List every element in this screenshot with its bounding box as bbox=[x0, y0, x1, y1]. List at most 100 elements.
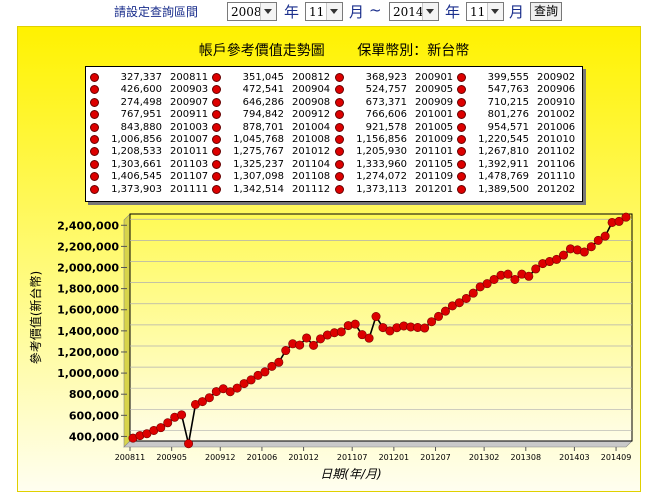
data-point bbox=[371, 312, 381, 322]
legend-value: 1,307,098 bbox=[233, 171, 284, 183]
legend-value: 1,006,856 bbox=[111, 134, 162, 145]
legend-value: 524,757 bbox=[365, 84, 407, 96]
legend-month: 201006 bbox=[537, 121, 576, 133]
data-point bbox=[503, 269, 513, 279]
data-point bbox=[204, 393, 214, 403]
legend-value: 801,276 bbox=[487, 109, 529, 121]
legend-value: 1,208,533 bbox=[111, 146, 162, 158]
year-label-start: 年 bbox=[284, 3, 300, 21]
legend-marker-icon bbox=[335, 172, 344, 182]
chart-title-main: 帳戶參考價值走勢圖 bbox=[198, 43, 325, 59]
x-axis-title: 日期(年/月) bbox=[320, 467, 381, 481]
data-point bbox=[614, 216, 624, 226]
data-point bbox=[454, 298, 464, 308]
y-tick-label: 2,400,000 bbox=[57, 219, 119, 232]
x-tick-label: 200905 bbox=[156, 453, 187, 462]
start-year-value: 2008 bbox=[231, 5, 262, 19]
legend-month: 200812 bbox=[292, 72, 331, 83]
legend-marker-icon bbox=[335, 73, 344, 82]
x-tick-label: 201012 bbox=[288, 453, 319, 462]
x-tick-label: 200811 bbox=[115, 453, 146, 462]
legend-month: 201004 bbox=[292, 121, 331, 133]
legend-row: 327,337 200811 351,045 200812 368,923 200901 3… bbox=[86, 72, 582, 84]
legend-row: 426,600 200903 472,541 200904 524,757 200905 5… bbox=[86, 84, 582, 96]
legend-marker-icon bbox=[212, 135, 221, 144]
data-point bbox=[531, 264, 541, 274]
legend-value: 766,606 bbox=[365, 109, 407, 121]
data-point bbox=[524, 271, 534, 281]
start-month-select[interactable]: 11 bbox=[305, 2, 343, 21]
data-point bbox=[295, 340, 305, 350]
data-point bbox=[184, 439, 194, 449]
legend-marker-icon bbox=[90, 122, 99, 132]
legend-marker-icon bbox=[457, 85, 466, 95]
chart-title: 帳戶參考價值走勢圖 保單幣別：新台幣 bbox=[0, 40, 668, 60]
y-tick-label: 1,400,000 bbox=[57, 325, 119, 338]
chevron-down-icon bbox=[422, 3, 438, 20]
x-tick-label: 201107 bbox=[337, 453, 368, 462]
data-point bbox=[434, 311, 444, 321]
legend-marker-icon bbox=[212, 122, 221, 132]
legend-value: 1,274,072 bbox=[356, 171, 407, 183]
y-tick-label: 2,200,000 bbox=[57, 240, 119, 253]
legend-value: 673,371 bbox=[365, 96, 407, 108]
legend-value: 1,389,500 bbox=[478, 183, 529, 195]
data-point bbox=[461, 293, 471, 303]
chevron-down-icon bbox=[487, 3, 503, 20]
chevron-down-icon bbox=[260, 3, 276, 20]
y-tick-label: 1,800,000 bbox=[57, 283, 119, 296]
x-tick-label: 201308 bbox=[511, 453, 542, 462]
legend-value: 274,498 bbox=[120, 96, 162, 108]
data-point bbox=[281, 346, 291, 356]
legend-value: 1,392,911 bbox=[478, 158, 529, 170]
x-tick-label: 201409 bbox=[601, 453, 632, 462]
legend-marker-icon bbox=[335, 85, 344, 95]
legend-value: 1,373,113 bbox=[356, 183, 407, 195]
legend-marker-icon bbox=[212, 110, 221, 120]
legend-month: 201107 bbox=[170, 171, 209, 183]
legend-value: 399,555 bbox=[487, 72, 529, 83]
query-button[interactable]: 查詢 bbox=[530, 2, 563, 21]
legend-marker-icon bbox=[457, 110, 466, 120]
legend-value: 794,842 bbox=[242, 109, 284, 121]
data-point bbox=[246, 375, 256, 385]
legend-month: 201104 bbox=[292, 158, 331, 170]
plot-floor bbox=[123, 440, 633, 448]
legend-month: 200905 bbox=[415, 84, 454, 96]
legend-month: 201110 bbox=[537, 171, 576, 183]
start-year-select[interactable]: 2008 bbox=[227, 2, 277, 21]
legend-marker-icon bbox=[335, 122, 344, 132]
legend-month: 201001 bbox=[415, 109, 454, 121]
legend-month: 200903 bbox=[170, 84, 209, 96]
legend-month: 200902 bbox=[537, 72, 576, 83]
legend-row: 1,373,903 201111 1,342,514 201112 1,373,113 2… bbox=[86, 184, 582, 196]
y-tick-label: 1,600,000 bbox=[57, 304, 119, 317]
legend-month: 201112 bbox=[292, 183, 331, 195]
chevron-down-icon bbox=[326, 3, 342, 20]
legend-month: 201101 bbox=[415, 146, 454, 158]
legend-marker-icon bbox=[335, 159, 344, 169]
legend-month: 200904 bbox=[292, 84, 331, 96]
legend-marker-icon bbox=[335, 184, 344, 194]
legend-value: 710,215 bbox=[487, 96, 529, 108]
legend-value: 547,763 bbox=[487, 84, 529, 96]
data-point bbox=[586, 242, 596, 252]
data-point bbox=[427, 317, 437, 327]
legend-row: 1,406,545 201107 1,307,098 201108 1,274,072 2… bbox=[86, 171, 582, 183]
data-point bbox=[315, 334, 325, 344]
legend-marker-icon bbox=[90, 184, 99, 194]
legend-month: 200907 bbox=[170, 96, 209, 108]
y-axis-title: 參考價值(新台幣) bbox=[28, 271, 43, 364]
legend-value: 843,880 bbox=[120, 121, 162, 133]
legend-marker-icon bbox=[457, 172, 466, 182]
y-tick-label: 1,000,000 bbox=[57, 367, 119, 380]
data-point bbox=[177, 410, 187, 420]
end-month-select[interactable]: 11 bbox=[466, 2, 504, 21]
end-year-select[interactable]: 2014 bbox=[389, 2, 439, 21]
legend-value: 1,406,545 bbox=[111, 171, 162, 183]
data-point bbox=[260, 367, 270, 377]
month-label-start: 月 bbox=[349, 3, 365, 21]
data-point bbox=[552, 254, 562, 264]
legend-month: 200901 bbox=[415, 72, 454, 83]
data-point bbox=[336, 327, 346, 337]
